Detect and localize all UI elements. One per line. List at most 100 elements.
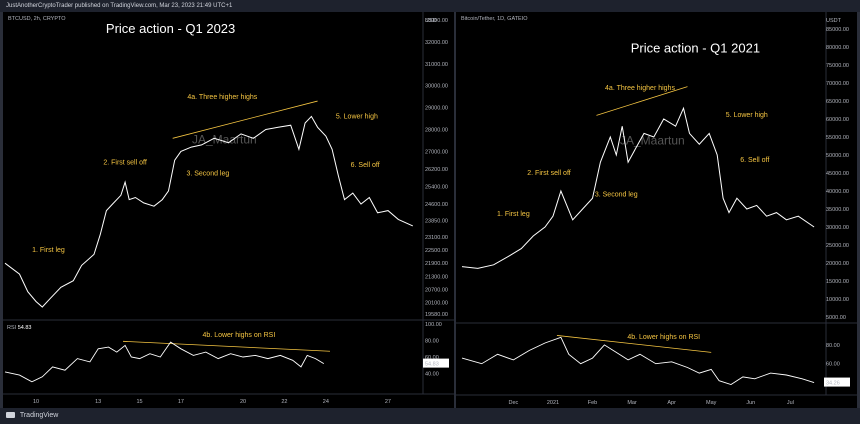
time-tick-label: 22: [281, 399, 287, 405]
price-tick-label: 29000.00: [425, 106, 448, 112]
time-tick-label: 10: [33, 399, 39, 405]
chart-panel-right[interactable]: Bitcoin/Tether, 1D, GATEIO JA_Maartun USD…: [456, 12, 857, 408]
time-tick-label: 24: [323, 399, 329, 405]
annotation-label: 1. First leg: [32, 247, 65, 254]
time-tick-label: 13: [95, 399, 101, 405]
price-tick-label: 35000.00: [826, 207, 849, 213]
price-tick-label: 55000.00: [826, 135, 849, 141]
footer-brand: TradingView: [19, 412, 59, 419]
price-tick-label: 20000.00: [826, 261, 849, 267]
currency-label: USD: [425, 18, 437, 24]
annotation-label: 1. First leg: [497, 211, 530, 218]
annotation-label: 3. Second leg: [186, 171, 229, 178]
time-tick-label: 2021: [547, 400, 559, 406]
price-tick-label: 20700.00: [425, 287, 448, 293]
rsi-tick-label: 40.00: [425, 372, 439, 378]
time-tick-label: 15: [136, 399, 142, 405]
tradingview-logo-icon: [6, 412, 15, 419]
rsi-lower-highs-trendline: [556, 335, 712, 353]
price-tick-label: 10000.00: [826, 297, 849, 303]
annotation-label: 2. First sell off: [103, 160, 146, 167]
publisher-bar: JustAnotherCryptoTrader published on Tra…: [0, 0, 860, 12]
price-tick-label: 28000.00: [425, 128, 448, 134]
publisher-text: JustAnotherCryptoTrader published on Tra…: [6, 3, 233, 9]
price-tick-label: 30000.00: [425, 84, 448, 90]
rsi-annotation-label: 4b. Lower highs on RSI: [203, 332, 276, 339]
higher-highs-trendline: [172, 100, 318, 139]
higher-highs-trendline: [596, 86, 688, 116]
annotation-label: 2. First sell off: [527, 170, 570, 177]
price-tick-label: 80000.00: [826, 45, 849, 51]
time-tick-label: May: [706, 400, 717, 406]
price-tick-label: 26200.00: [425, 167, 448, 173]
chart-svg-right[interactable]: JA_Maartun USDT 85000.00 80000.00 75000.00 70…: [456, 12, 857, 408]
price-tick-label: 25000.00: [826, 243, 849, 249]
time-tick-label: 17: [178, 399, 184, 405]
annotation-label: 3. Second leg: [595, 191, 638, 198]
price-tick-label: 75000.00: [826, 63, 849, 69]
price-tick-label: 19580.00: [425, 312, 448, 318]
price-tick-label: 22500.00: [425, 248, 448, 254]
time-tick-label: Mar: [627, 400, 637, 406]
time-tick-label: Jun: [746, 400, 755, 406]
price-tick-label: 70000.00: [826, 81, 849, 87]
rsi-value-inline: 54.83: [18, 325, 32, 331]
time-tick-label: Feb: [588, 400, 597, 406]
price-tick-label: 60000.00: [826, 117, 849, 123]
symbol-label: Bitcoin/Tether, 1D, GATEIO: [461, 16, 528, 22]
rsi-annotation-label: 4b. Lower highs on RSI: [627, 334, 700, 341]
price-series-line: [4, 115, 414, 308]
rsi-tick-label: 100.00: [425, 322, 442, 328]
price-series-line: [461, 106, 815, 269]
rsi-value-badge: [423, 358, 449, 368]
price-tick-label: 21900.00: [425, 261, 448, 267]
chart-panel-left[interactable]: BTCUSD, 2h, CRYPTO JA_Maartun USD 33000.00…: [3, 12, 454, 408]
price-tick-label: 24600.00: [425, 202, 448, 208]
price-tick-label: 85000.00: [826, 27, 849, 33]
time-tick-label: Jul: [787, 400, 794, 406]
chart-title: Price action - Q1 2021: [631, 40, 760, 55]
rsi-series-line: [4, 341, 325, 383]
rsi-value-badge-text: 34.26: [826, 381, 840, 387]
price-tick-label: 32000.00: [425, 40, 448, 46]
chart-title: Price action - Q1 2023: [106, 21, 235, 36]
rsi-tick-label: 60.00: [425, 355, 439, 361]
price-tick-label: 45000.00: [826, 171, 849, 177]
footer-bar: TradingView: [0, 408, 860, 424]
rsi-value-badge: [824, 377, 850, 387]
price-tick-label: 30000.00: [826, 225, 849, 231]
price-tick-label: 20100.00: [425, 301, 448, 307]
annotation-label: 6. Sell off: [351, 162, 380, 169]
time-tick-label: Dec: [509, 400, 519, 406]
price-tick-label: 50000.00: [826, 153, 849, 159]
annotation-label: 5. Lower high: [726, 112, 768, 119]
rsi-value-badge-text: 54.83: [425, 362, 439, 368]
symbol-label: BTCUSD, 2h, CRYPTO: [8, 16, 66, 22]
rsi-tick-label: 80.00: [425, 339, 439, 345]
time-tick-label: Apr: [667, 400, 676, 406]
price-tick-label: 27000.00: [425, 149, 448, 155]
annotation-label: 5. Lower high: [336, 114, 378, 121]
price-tick-label: 21300.00: [425, 274, 448, 280]
price-tick-label: 33000.00: [425, 18, 448, 24]
rsi-tick-label: 80.00: [826, 343, 840, 349]
annotation-label: 4a. Three higher highs: [605, 85, 675, 92]
annotation-label: 4a. Three higher highs: [187, 94, 257, 101]
currency-label: USDT: [826, 18, 842, 24]
price-tick-label: 25400.00: [425, 184, 448, 190]
price-tick-label: 23850.00: [425, 218, 448, 224]
watermark-text: JA_Maartun: [620, 134, 685, 148]
price-tick-label: 65000.00: [826, 99, 849, 105]
watermark-text: JA_Maartun: [192, 132, 257, 146]
rsi-tick-label: 60.00: [826, 362, 840, 368]
time-tick-label: 27: [385, 399, 391, 405]
rsi-series-line: [461, 336, 815, 385]
rsi-lower-highs-trendline: [122, 340, 331, 352]
price-tick-label: 5000.00: [826, 315, 846, 321]
price-tick-label: 31000.00: [425, 62, 448, 68]
time-tick-label: 20: [240, 399, 246, 405]
rsi-label: RSI 54.83: [7, 325, 31, 331]
annotation-label: 6. Sell off: [740, 157, 769, 164]
price-tick-label: 23100.00: [425, 235, 448, 241]
